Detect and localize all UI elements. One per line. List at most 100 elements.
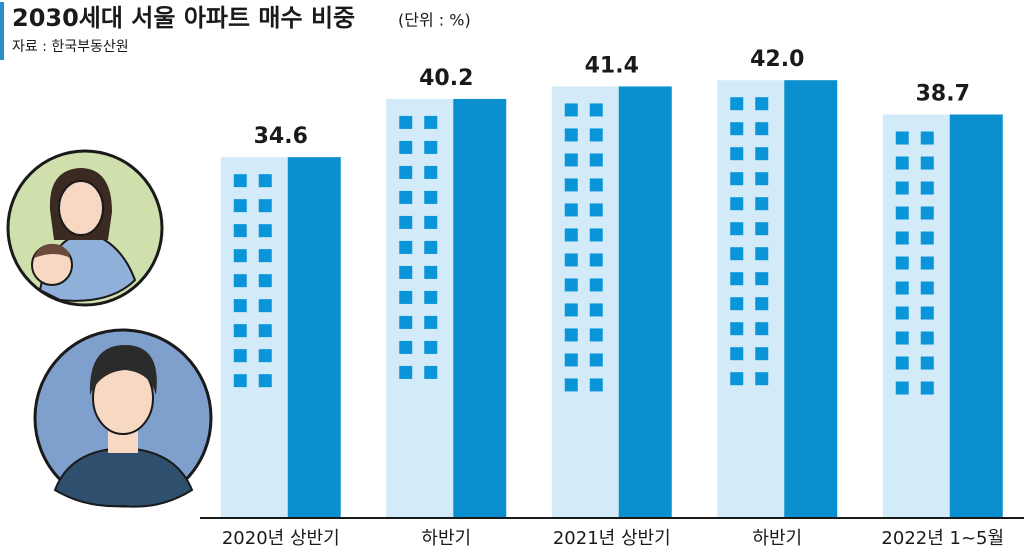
window [730, 297, 744, 311]
window [755, 297, 769, 311]
window [589, 353, 603, 367]
value-label: 38.7 [916, 82, 970, 107]
window [730, 172, 744, 186]
window [895, 381, 909, 395]
window [233, 349, 247, 363]
window [730, 97, 744, 111]
window [895, 306, 909, 320]
window [920, 156, 934, 170]
x-tick-label: 2022년 1~5월 [881, 528, 1004, 549]
window [589, 128, 603, 142]
chart-source: 자료 : 한국부동산원 [12, 39, 129, 55]
window [564, 353, 578, 367]
title-accent [0, 2, 4, 60]
window [730, 122, 744, 136]
x-tick-label: 2021년 상반기 [553, 528, 671, 549]
illustration-man [33, 328, 213, 508]
window [399, 240, 413, 254]
window [424, 265, 438, 279]
window [258, 224, 272, 238]
chart-title: 2030세대 서울 아파트 매수 비중 [12, 4, 355, 32]
window [920, 256, 934, 270]
window [564, 378, 578, 392]
window [920, 356, 934, 370]
window [920, 131, 934, 145]
window [589, 103, 603, 117]
window [730, 147, 744, 161]
window [755, 172, 769, 186]
window [424, 190, 438, 204]
chart-unit: (단위 : %) [398, 11, 471, 30]
window [895, 231, 909, 245]
window [920, 281, 934, 295]
bar-side [220, 157, 288, 517]
window [258, 324, 272, 338]
window [589, 378, 603, 392]
window [730, 347, 744, 361]
window [920, 331, 934, 345]
window [564, 253, 578, 267]
window [233, 274, 247, 288]
window [920, 381, 934, 395]
illustration-mother-child [6, 149, 164, 307]
window [399, 265, 413, 279]
window [895, 181, 909, 195]
value-label: 42.0 [750, 47, 804, 72]
window [755, 222, 769, 236]
window [895, 131, 909, 145]
bar [618, 86, 672, 517]
window [424, 365, 438, 379]
window [424, 290, 438, 304]
window [589, 278, 603, 292]
window [258, 299, 272, 313]
window [895, 256, 909, 270]
bar-side [717, 80, 785, 517]
window [755, 347, 769, 361]
window [399, 365, 413, 379]
window [895, 356, 909, 370]
window [589, 228, 603, 242]
window [920, 206, 934, 220]
window [755, 247, 769, 261]
window [233, 249, 247, 263]
x-tick-label: 하반기 [752, 528, 802, 549]
bar-side [551, 86, 619, 517]
window [424, 115, 438, 129]
window [589, 328, 603, 342]
window [755, 147, 769, 161]
window [920, 231, 934, 245]
value-label: 34.6 [254, 124, 308, 149]
window [895, 331, 909, 345]
window [233, 374, 247, 388]
window [399, 215, 413, 229]
window [258, 174, 272, 188]
window [258, 199, 272, 213]
window [564, 153, 578, 167]
bar-side [386, 98, 454, 518]
window [424, 215, 438, 229]
window [920, 181, 934, 195]
window [564, 203, 578, 217]
window [895, 156, 909, 170]
window [564, 278, 578, 292]
window [895, 206, 909, 220]
window [730, 197, 744, 211]
window [564, 303, 578, 317]
window [424, 340, 438, 354]
window [589, 153, 603, 167]
window [399, 290, 413, 304]
bar [784, 80, 838, 517]
window [755, 322, 769, 336]
x-tick-label: 2020년 상반기 [222, 528, 340, 549]
window [399, 165, 413, 179]
window [895, 281, 909, 295]
bar-side [882, 114, 950, 518]
window [920, 306, 934, 320]
window [399, 340, 413, 354]
window [424, 315, 438, 329]
bar [287, 157, 341, 517]
window [755, 197, 769, 211]
window [399, 115, 413, 129]
window [233, 299, 247, 313]
